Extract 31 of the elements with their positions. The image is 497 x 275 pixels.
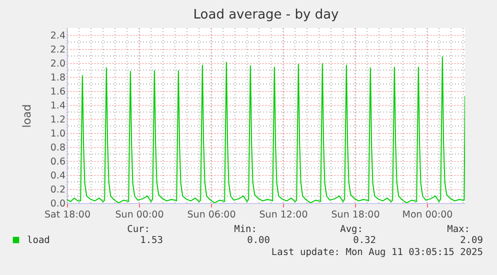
y-tick-label: 1.0 — [50, 128, 66, 140]
text: 1.53 — [140, 235, 163, 246]
text: Last update: Mon Aug 11 03:05:15 2025 — [271, 247, 483, 258]
text: 0.32 — [353, 235, 376, 246]
x-tick-label: Mon 00:00 — [402, 210, 453, 220]
y-tick-label: 2.2 — [50, 44, 66, 56]
y-tick-label: 2.4 — [50, 30, 66, 42]
text: 0.00 — [247, 235, 270, 246]
y-tick-label: 1.6 — [50, 86, 66, 98]
x-tick-label: Sun 18:00 — [331, 210, 380, 220]
y-tick-label: 0.8 — [50, 142, 66, 154]
x-tick-label: Sun 06:00 — [187, 210, 236, 220]
y-tick-label: 1.2 — [50, 114, 66, 126]
text: Avg: — [340, 224, 363, 235]
y-tick-label: 0.6 — [50, 156, 66, 168]
y-tick-label: 1.8 — [50, 72, 66, 84]
x-tick-label: Sat 18:00 — [44, 210, 90, 220]
chart-title: Load average - by day — [193, 8, 340, 22]
x-tick-label: Sun 00:00 — [115, 210, 164, 220]
y-axis-title: load — [20, 104, 34, 128]
text: Min: — [234, 224, 257, 235]
y-tick-label: 0.0 — [50, 198, 66, 210]
y-tick-label: 2.0 — [50, 58, 66, 70]
text: 2.09 — [460, 235, 484, 246]
y-tick-label: 1.4 — [50, 100, 66, 112]
y-tick-label: 0.4 — [50, 170, 66, 182]
y-tick-label: 0.2 — [50, 184, 66, 196]
x-tick-label: Sun 12:00 — [259, 210, 308, 220]
legend-label: load — [27, 235, 50, 246]
text: Max: — [447, 224, 470, 235]
text: Cur: — [127, 224, 150, 235]
